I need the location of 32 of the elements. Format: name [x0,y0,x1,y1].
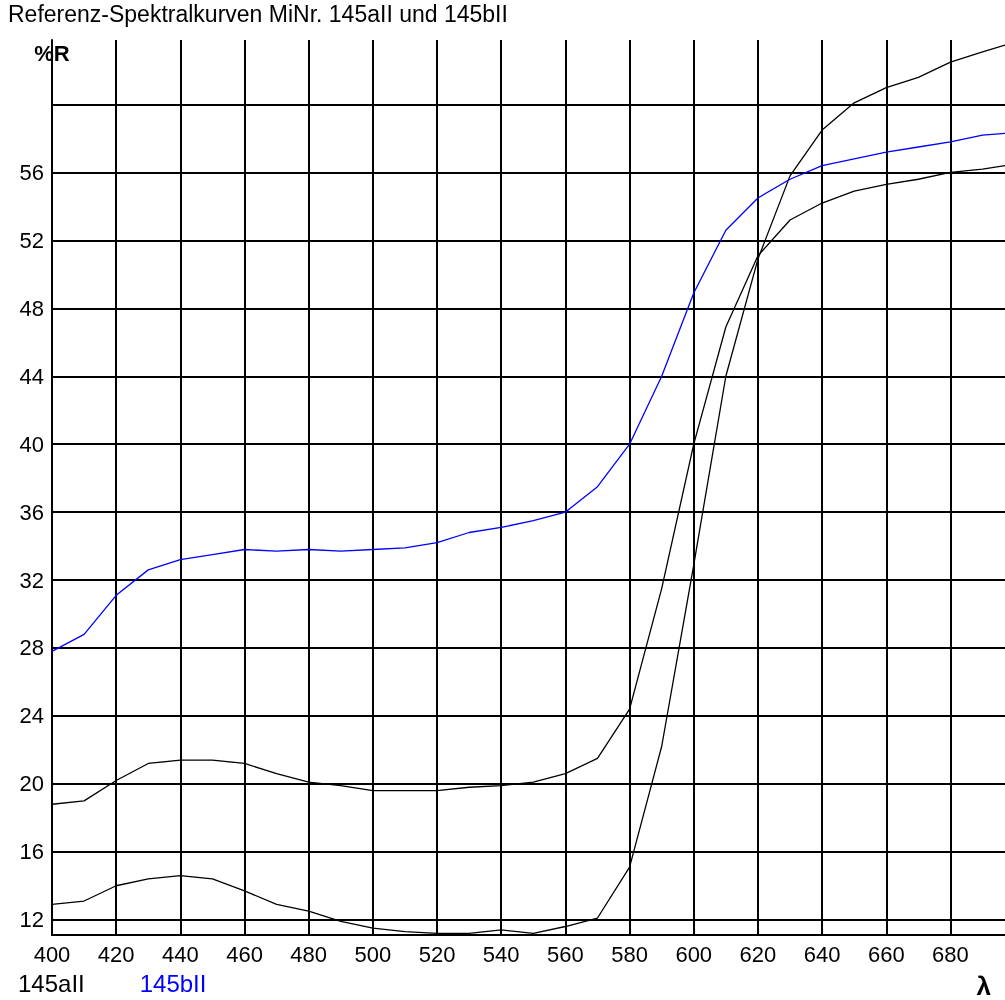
y-tick-label: 56 [19,159,44,185]
line-series [51,132,1005,653]
x-tick-label: 420 [97,941,135,967]
chart-title: Referenz-Spektralkurven MiNr. 145aII und 145bII [8,0,508,27]
x-tick-label: 400 [33,941,71,967]
x-tick-label: 640 [803,941,841,967]
x-tick-label: 440 [161,941,199,967]
x-axis-title: λ [976,971,992,1000]
x-tick-label: 660 [867,941,905,967]
y-tick-label: 48 [19,295,44,321]
y-tick-label: 12 [19,907,44,933]
x-tick-label: 580 [611,941,648,967]
x-tick-label: 540 [482,941,520,967]
y-tick-label: 36 [19,499,44,525]
y-tick-label: 16 [19,839,44,865]
x-tick-label: 500 [354,941,392,967]
y-tick-label: 40 [19,431,44,457]
y-tick-label: 52 [19,227,44,253]
text: 145aII [18,969,85,997]
x-tick-label: 480 [290,941,328,967]
y-tick-label: 20 [19,771,44,797]
y-tick-label: 44 [19,363,44,389]
y-tick-label: 32 [19,567,44,593]
x-tick-label: 460 [226,941,263,967]
y-tick-label: 24 [19,703,44,729]
x-tick-label: 520 [418,941,456,967]
x-tick-label: 680 [932,941,969,967]
x-tick-label: 560 [547,941,584,967]
x-tick-label: 600 [675,941,713,967]
text: 145bII [139,969,207,997]
x-tick-label: 620 [739,941,777,967]
y-tick-label: 28 [19,635,44,661]
